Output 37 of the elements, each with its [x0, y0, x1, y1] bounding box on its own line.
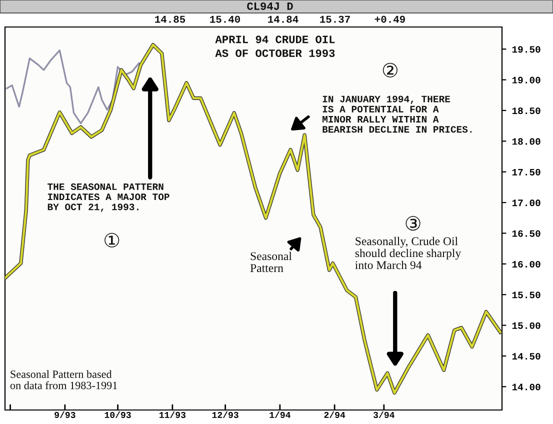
x-tick-label: 12/93 [212, 411, 238, 418]
y-tick-label: 18.00 [512, 138, 540, 145]
y-tick-label: 19.00 [512, 76, 540, 84]
y-tick-label: 17.50 [512, 168, 540, 176]
y-tick-label: 17.00 [512, 200, 540, 206]
x-tick-label: 2/94 [324, 411, 346, 418]
x-tick-label: 1/94 [270, 411, 290, 418]
x-tick-label: 11/93 [159, 411, 186, 418]
y-tick-label: 14.50 [512, 353, 540, 360]
annotation: THE SEASONAL PATTERN INDICATES A MAJOR TOP BY OCT 21, 1993. [48, 183, 170, 212]
y-tick-label: 14.00 [512, 384, 540, 390]
line-series [6, 49, 140, 124]
y-tick-label: 18.50 [512, 107, 540, 114]
y-tick-label: 16.00 [512, 260, 540, 268]
text: APRIL 94 CRUDE OIL [215, 36, 335, 44]
line-series [5, 42, 502, 395]
annotation: IN JANUARY 1994, THERE IS A POTENTIAL FOR A MINOR RALLY WITHIN A BEARISH DECLINE IN PRICES. [322, 96, 472, 133]
annotation: ② [382, 62, 398, 78]
annotation: Seasonal Pattern [250, 252, 292, 272]
text: 14.85 [155, 16, 186, 23]
text: AS OF OCTOBER 1993 [215, 49, 335, 58]
x-tick-label: 9/93 [54, 411, 76, 418]
annotation: ① [104, 232, 120, 248]
y-tick-label: 16.50 [512, 230, 540, 237]
text: 15.37 [320, 16, 350, 23]
annotation: ③ [406, 216, 420, 231]
y-tick-label: 15.00 [512, 322, 540, 329]
y-tick-label: 15.50 [512, 292, 540, 298]
text: 14.84 [268, 16, 298, 23]
y-tick-label: 19.50 [512, 46, 540, 53]
annotation: Seasonal Pattern based on data from 1983-1991 [10, 370, 117, 390]
x-tick-label: 3/94 [373, 411, 394, 418]
annotation: Seasonally, Crude Oil should decline sharply into March 94 [355, 236, 462, 270]
x-tick-label: 10/93 [104, 411, 131, 418]
text: 15.40 [210, 16, 240, 23]
text: +0.49 [374, 16, 405, 23]
text: CL94J D [247, 2, 293, 10]
